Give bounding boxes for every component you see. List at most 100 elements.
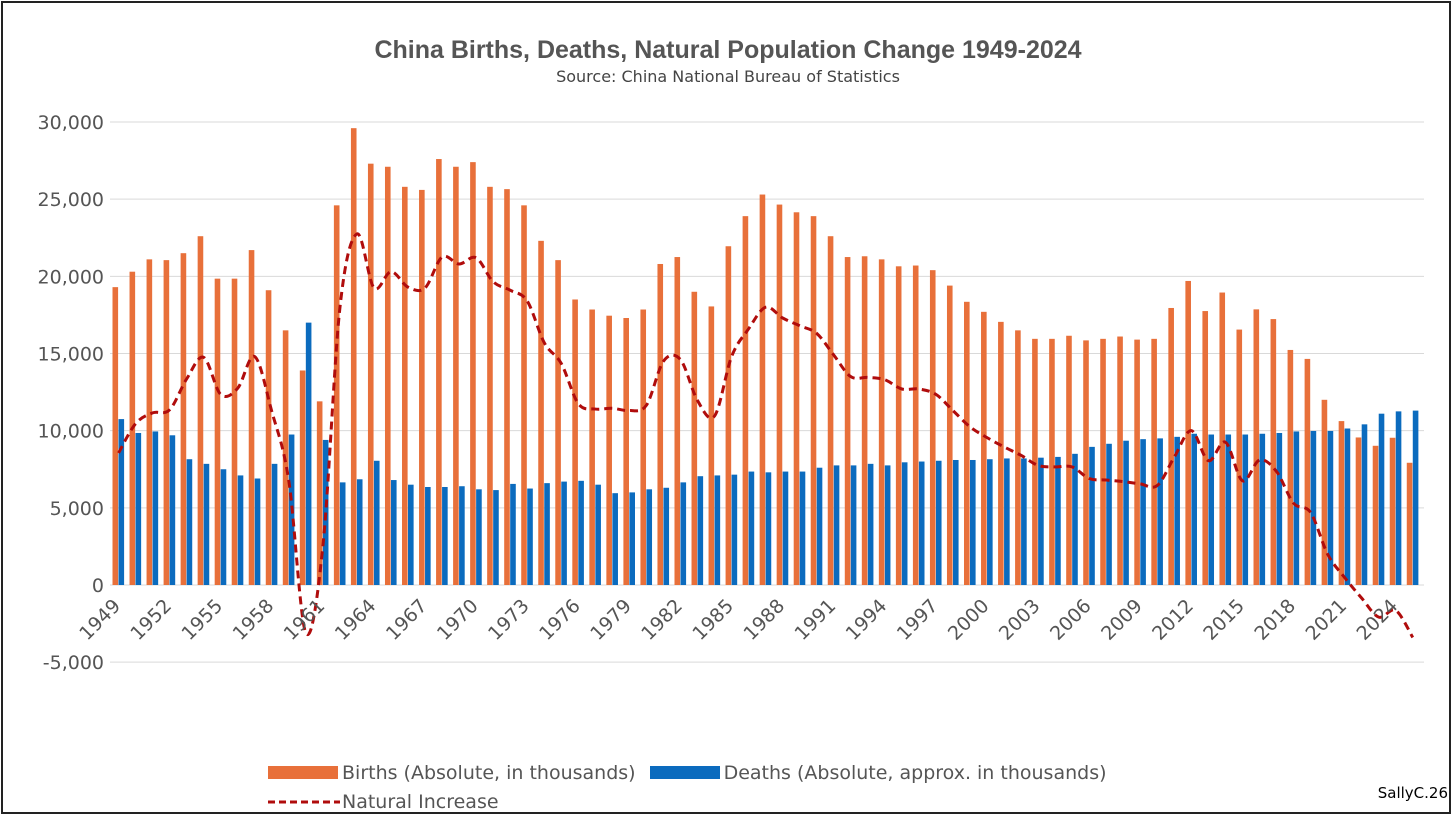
bar-births [180, 253, 187, 585]
bar-deaths [731, 474, 738, 585]
x-tick-label: 2006 [1046, 595, 1096, 645]
bar-deaths [135, 432, 142, 585]
bar-deaths [425, 486, 431, 585]
bar-births [453, 166, 459, 586]
bar-deaths [1259, 433, 1266, 585]
bar-births [1321, 399, 1328, 585]
bar-births [776, 204, 783, 585]
bar-deaths [152, 431, 159, 585]
bar-deaths [1225, 434, 1232, 585]
bar-births [265, 290, 272, 585]
x-tick-label: 2000 [944, 595, 994, 645]
bar-deaths [1310, 430, 1317, 585]
bar-births [810, 216, 817, 586]
bar-deaths [1412, 410, 1419, 585]
bar-deaths [884, 465, 891, 585]
bar-births [589, 309, 595, 585]
bar-deaths [697, 476, 704, 585]
x-tick-label: 1955 [177, 595, 227, 645]
bar-births [759, 194, 766, 585]
legend-swatch-births [268, 766, 338, 779]
bar-deaths [918, 461, 925, 585]
bar-births [1100, 338, 1106, 585]
bar-deaths [390, 480, 397, 585]
x-tick-label: 2009 [1097, 595, 1147, 645]
bar-deaths [987, 459, 993, 585]
legend: Births (Absolute, in thousands) Deaths (… [268, 758, 1107, 816]
bar-births [316, 401, 323, 585]
bar-deaths [118, 419, 125, 585]
bar-deaths [493, 490, 499, 585]
x-tick-label: 1967 [382, 595, 432, 645]
y-tick-label: 25,000 [38, 189, 104, 211]
bar-births [572, 299, 578, 585]
chart-subtitle: Source: China National Bureau of Statist… [556, 67, 900, 86]
bar-births [981, 311, 987, 585]
y-tick-label: 20,000 [38, 266, 104, 288]
bar-deaths [527, 488, 533, 585]
bar-deaths [169, 435, 176, 585]
bar-deaths [970, 459, 976, 585]
x-tick-label: 1991 [791, 595, 841, 645]
bar-deaths [1276, 432, 1283, 585]
bar-births [248, 250, 255, 585]
bar-births [436, 159, 442, 586]
bar-deaths [867, 463, 874, 585]
x-tick-label: 2003 [995, 595, 1045, 645]
bar-births [946, 285, 953, 585]
bar-deaths [1055, 456, 1061, 585]
bar-births [487, 186, 493, 585]
bar-births [384, 166, 391, 586]
bar-deaths [663, 487, 670, 585]
bar-deaths [1293, 431, 1300, 585]
bar-deaths [782, 471, 789, 585]
bar-births [640, 309, 647, 585]
bar-births [606, 315, 612, 585]
bar-births [1151, 338, 1157, 585]
chart-title: China Births, Deaths, Natural Population… [374, 36, 1082, 64]
bar-births [964, 301, 970, 585]
bar-deaths [1106, 443, 1112, 585]
x-tick-label: 1964 [331, 595, 381, 645]
bar-deaths [271, 463, 278, 585]
bar-deaths [952, 459, 959, 585]
bar-births [691, 291, 698, 585]
bar-deaths [765, 472, 772, 585]
bar-births [1372, 445, 1379, 585]
bar-deaths [1208, 434, 1215, 585]
x-tick-label: 1949 [75, 595, 125, 645]
bar-deaths [1021, 458, 1027, 585]
bar-deaths [373, 460, 380, 585]
bar-births [214, 278, 221, 585]
bar-deaths [408, 484, 414, 585]
bar-births [470, 162, 476, 586]
legend-label-births: Births (Absolute, in thousands) [342, 761, 636, 784]
bar-births [1236, 329, 1243, 585]
bar-deaths [901, 462, 908, 585]
bar-births [1219, 292, 1226, 585]
legend-swatch-natural-increase [268, 800, 340, 803]
legend-label-deaths: Deaths (Absolute, approx. in thousands) [723, 761, 1107, 784]
bar-births [844, 257, 851, 585]
x-tick-label: 2021 [1301, 595, 1351, 645]
x-tick-label: 2024 [1353, 595, 1403, 645]
x-tick-label: 2015 [1199, 595, 1249, 645]
x-tick-label: 1961 [280, 595, 330, 645]
bar-births [197, 236, 204, 585]
bar-births [231, 278, 238, 585]
bar-births [1066, 335, 1072, 585]
bar-births [793, 212, 800, 585]
x-tick-label: 1979 [586, 595, 636, 645]
bar-births [146, 259, 153, 585]
x-tick-label: 2012 [1148, 595, 1198, 645]
y-tick-label: 10,000 [38, 421, 104, 443]
bar-deaths [1395, 411, 1402, 585]
bar-deaths [578, 480, 584, 585]
bar-births [1185, 280, 1191, 585]
y-tick-label: 30,000 [38, 112, 104, 134]
bar-births [1389, 437, 1396, 585]
x-tick-label: 1997 [893, 595, 943, 645]
bar-deaths [1361, 424, 1368, 585]
bar-deaths [1327, 430, 1334, 585]
bar-deaths [612, 493, 618, 585]
